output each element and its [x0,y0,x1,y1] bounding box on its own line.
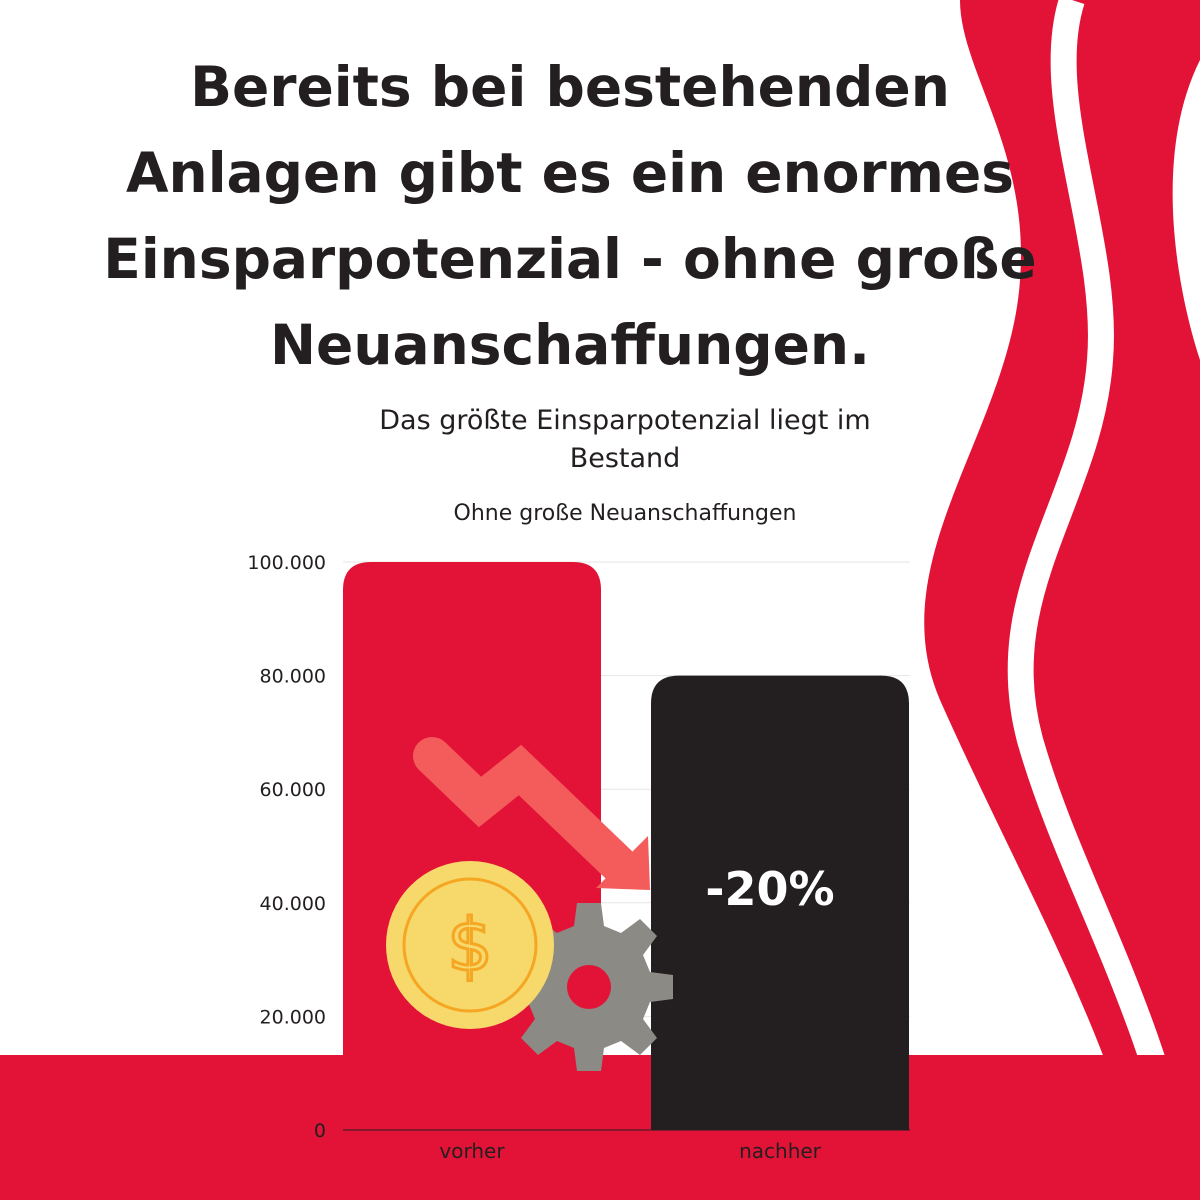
y-tick-label: 60.000 [260,779,326,801]
bar-vorher [343,562,601,1130]
y-tick-label: 40.000 [260,893,326,915]
headline: Bereits bei bestehenden Anlagen gibt es … [103,55,1037,377]
y-tick-label: 80.000 [260,666,326,688]
chart-subtitle: Ohne große Neuanschaffungen [453,501,797,526]
white-swoosh-line [1007,0,1200,1200]
x-category-label: nachher [739,1139,822,1163]
bar-nachher [651,675,909,1130]
x-category-label: vorher [439,1139,505,1163]
y-tick-label: 20.000 [260,1006,326,1028]
red-swoosh-shape [924,0,1200,1200]
chart-title: Das größte Einsparpotenzial liegt im Bes… [379,405,871,474]
bar-data-label: -20% [705,862,834,916]
y-tick-label: 100.000 [247,552,326,574]
right-white-curve [1172,60,1200,360]
y-tick-label: 0 [314,1120,326,1142]
